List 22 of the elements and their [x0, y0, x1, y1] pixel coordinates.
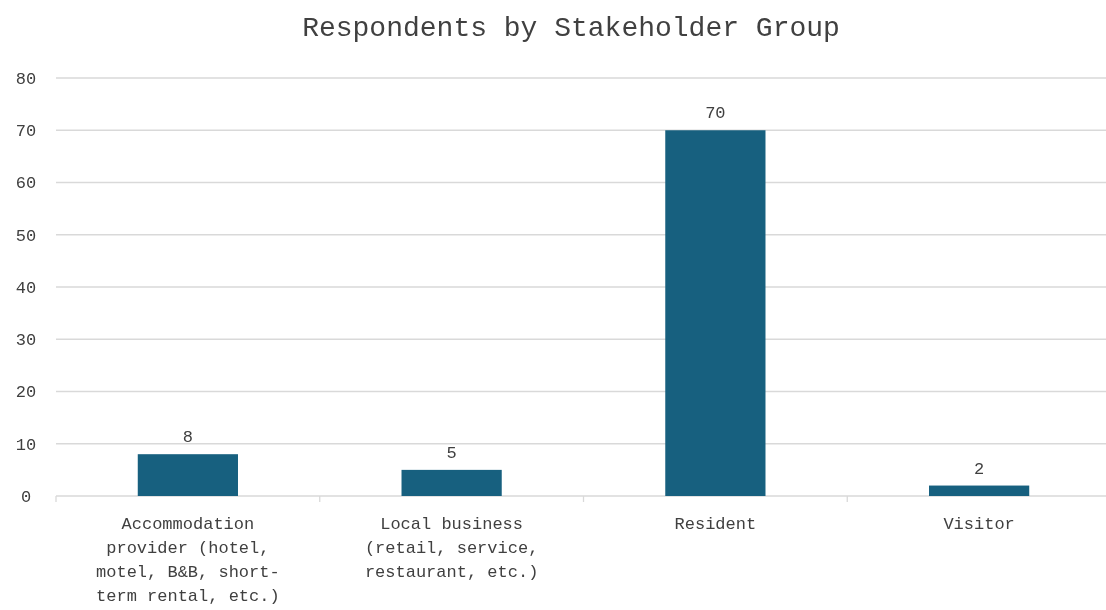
- y-tick-label: 30: [15, 331, 37, 351]
- data-label: 5: [446, 443, 457, 463]
- y-tick-label: 0: [20, 487, 32, 507]
- data-label: 2: [974, 459, 985, 479]
- x-tick-label: Local business (retail, service, restaurant, etc.): [364, 515, 539, 582]
- x-tick-label: Accommodation provider (hotel, motel, B&B, short-term rental, etc.): [96, 515, 280, 606]
- y-tick-label: 10: [15, 435, 37, 455]
- data-label: 70: [705, 104, 726, 124]
- y-tick-label: 80: [15, 69, 37, 89]
- bar: [401, 469, 502, 496]
- y-tick-label: 70: [15, 122, 37, 142]
- y-tick-label: 40: [15, 278, 37, 298]
- y-tick-label: 60: [15, 174, 37, 194]
- x-tick-label: Visitor: [943, 515, 1015, 534]
- y-tick-label: 20: [15, 383, 37, 403]
- bar: [665, 130, 766, 496]
- bar: [137, 454, 238, 496]
- chart-title: Respondents by Stakeholder Group: [302, 13, 840, 44]
- bar: [929, 485, 1030, 496]
- x-tick-label: Resident: [674, 515, 757, 534]
- y-tick-label: 50: [15, 226, 37, 246]
- data-label: 8: [182, 428, 193, 448]
